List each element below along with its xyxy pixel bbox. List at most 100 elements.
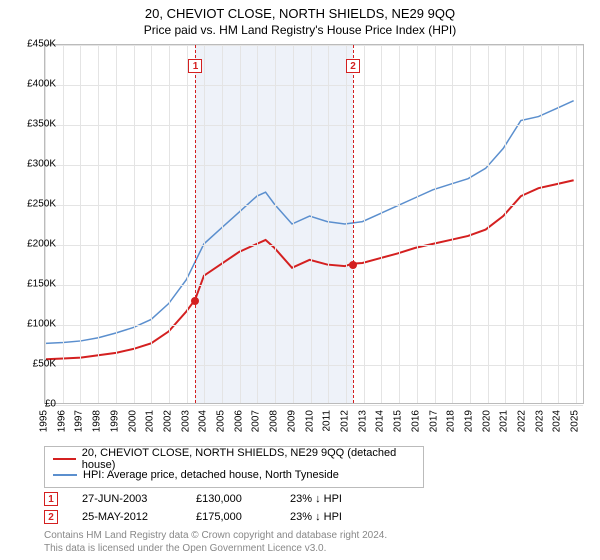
x-axis-label: 2025 [570,410,581,432]
y-axis-label: £450K [16,39,56,50]
gridline [45,245,583,246]
chart-title: 20, CHEVIOT CLOSE, NORTH SHIELDS, NE29 9… [0,0,600,21]
data-point [191,297,199,305]
y-axis-label: £350K [16,119,56,130]
gridline [98,45,99,403]
x-axis-label: 2011 [322,410,333,432]
x-axis-label: 2000 [127,410,138,432]
gridline [187,45,188,403]
x-axis-label: 2009 [286,410,297,432]
gridline [541,45,542,403]
x-axis-label: 2022 [517,410,528,432]
legend-label: HPI: Average price, detached house, Nort… [83,469,339,481]
gridline [417,45,418,403]
gridline [470,45,471,403]
x-axis-label: 2023 [534,410,545,432]
event-line [195,45,196,403]
legend-label: 20, CHEVIOT CLOSE, NORTH SHIELDS, NE29 9… [82,447,415,471]
legend-swatch [53,458,76,460]
x-axis-label: 2018 [446,410,457,432]
x-axis-label: 2019 [463,410,474,432]
gridline [134,45,135,403]
gridline [45,165,583,166]
gridline [328,45,329,403]
gridline [523,45,524,403]
x-axis-label: 1999 [109,410,120,432]
x-axis-label: 2006 [233,410,244,432]
x-axis-label: 1997 [74,410,85,432]
event-delta: 23% ↓ HPI [290,493,342,505]
gridline [204,45,205,403]
gridline [381,45,382,403]
gridline [275,45,276,403]
event-marker-box: 2 [346,59,360,73]
event-delta: 23% ↓ HPI [290,511,342,523]
x-axis-label: 2017 [428,410,439,432]
gridline [45,325,583,326]
x-axis-label: 2012 [339,410,350,432]
data-point [349,261,357,269]
event-line [353,45,354,403]
gridline [257,45,258,403]
gridline [558,45,559,403]
y-axis-label: £50K [16,359,56,370]
footer-line: This data is licensed under the Open Gov… [44,543,387,556]
y-axis-label: £200K [16,239,56,250]
gridline [45,405,583,406]
gridline [169,45,170,403]
gridline [488,45,489,403]
chart-container: 20, CHEVIOT CLOSE, NORTH SHIELDS, NE29 9… [0,0,600,560]
x-axis-label: 2010 [304,410,315,432]
gridline [311,45,312,403]
plot-area: 12 [44,44,584,404]
gridline [452,45,453,403]
line-series-svg [45,45,583,403]
x-axis-label: 2007 [251,410,262,432]
x-axis-label: 2021 [499,410,510,432]
gridline [80,45,81,403]
gridline [435,45,436,403]
x-axis-label: 1996 [56,410,67,432]
footer-line: Contains HM Land Registry data © Crown c… [44,530,387,543]
gridline [45,125,583,126]
x-axis-label: 2001 [145,410,156,432]
x-axis-label: 2024 [552,410,563,432]
gridline [116,45,117,403]
event-marker: 2 [44,510,58,524]
gridline [293,45,294,403]
gridline [222,45,223,403]
series-property [46,180,574,359]
x-axis-label: 1998 [92,410,103,432]
chart-subtitle: Price paid vs. HM Land Registry's House … [0,21,600,37]
gridline [45,285,583,286]
event-price: £175,000 [196,511,266,523]
x-axis-label: 2004 [198,410,209,432]
event-marker: 1 [44,492,58,506]
event-row: 2 25-MAY-2012 £175,000 23% ↓ HPI [44,508,342,526]
legend-item: 20, CHEVIOT CLOSE, NORTH SHIELDS, NE29 9… [53,451,415,467]
gridline [63,45,64,403]
event-marker-box: 1 [188,59,202,73]
gridline [151,45,152,403]
gridline [45,365,583,366]
gridline [45,45,46,403]
x-axis-label: 2015 [393,410,404,432]
gridline [576,45,577,403]
legend-box: 20, CHEVIOT CLOSE, NORTH SHIELDS, NE29 9… [44,446,424,488]
x-axis-label: 2002 [162,410,173,432]
y-axis-label: £400K [16,79,56,90]
footer-attribution: Contains HM Land Registry data © Crown c… [44,530,387,555]
y-axis-label: £0 [16,399,56,410]
legend-swatch [53,474,77,476]
x-axis-label: 1995 [39,410,50,432]
gridline [45,205,583,206]
y-axis-label: £100K [16,319,56,330]
gridline [240,45,241,403]
event-date: 25-MAY-2012 [82,511,172,523]
x-axis-label: 2013 [357,410,368,432]
x-axis-label: 2016 [410,410,421,432]
x-axis-label: 2005 [216,410,227,432]
x-axis-label: 2003 [180,410,191,432]
event-table: 1 27-JUN-2003 £130,000 23% ↓ HPI 2 25-MA… [44,490,342,526]
gridline [45,45,583,46]
